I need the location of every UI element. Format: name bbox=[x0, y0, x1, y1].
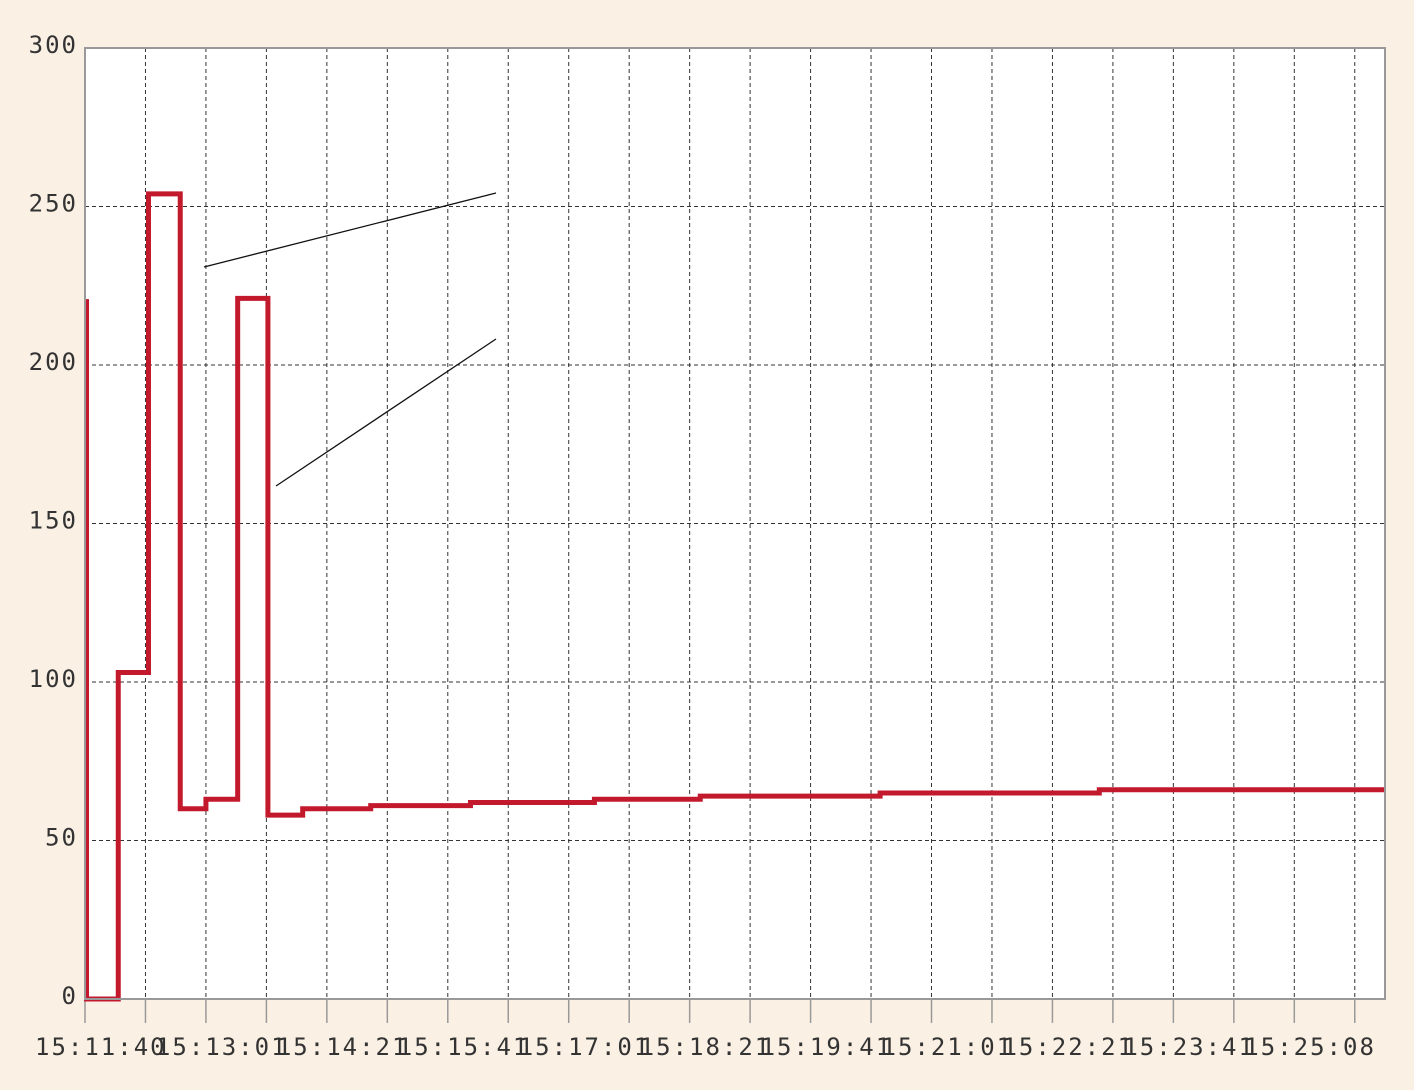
plot-border bbox=[84, 47, 1386, 1000]
x-tick-label: 15:19:41 bbox=[761, 1033, 893, 1061]
x-tick-label: 15:15:41 bbox=[398, 1033, 530, 1061]
x-tick-label: 15:21:01 bbox=[882, 1033, 1014, 1061]
x-tick-label: 15:13:01 bbox=[156, 1033, 288, 1061]
labels: 0 50 100 150 200 250 300 15:11:4015:13:0115:14:… bbox=[29, 31, 1376, 1061]
y-tick-label: 0 bbox=[62, 982, 78, 1010]
grid bbox=[84, 47, 1385, 1023]
y-tick-label: 300 bbox=[29, 31, 78, 59]
x-tick-label: 15:25:08 bbox=[1244, 1033, 1376, 1061]
x-tick-label: 15:11:40 bbox=[35, 1033, 167, 1061]
x-tick-label: 15:23:41 bbox=[1123, 1033, 1255, 1061]
y-tick-label: 200 bbox=[29, 348, 78, 376]
marks bbox=[84, 191, 1385, 1002]
annotation-line bbox=[203, 192, 497, 268]
y-tick-label: 250 bbox=[29, 190, 78, 218]
plot-area bbox=[85, 48, 1385, 999]
annotation-line bbox=[275, 338, 497, 487]
y-tick-label: 150 bbox=[29, 507, 78, 535]
x-tick-label: 15:18:21 bbox=[640, 1033, 772, 1061]
x-tick-label: 15:14:21 bbox=[277, 1033, 409, 1061]
x-tick-label: 15:17:01 bbox=[519, 1033, 651, 1061]
data-line bbox=[84, 191, 1385, 1002]
y-tick-label: 50 bbox=[45, 824, 78, 852]
y-tick-label: 100 bbox=[29, 665, 78, 693]
x-tick-label: 15:22:21 bbox=[1002, 1033, 1134, 1061]
